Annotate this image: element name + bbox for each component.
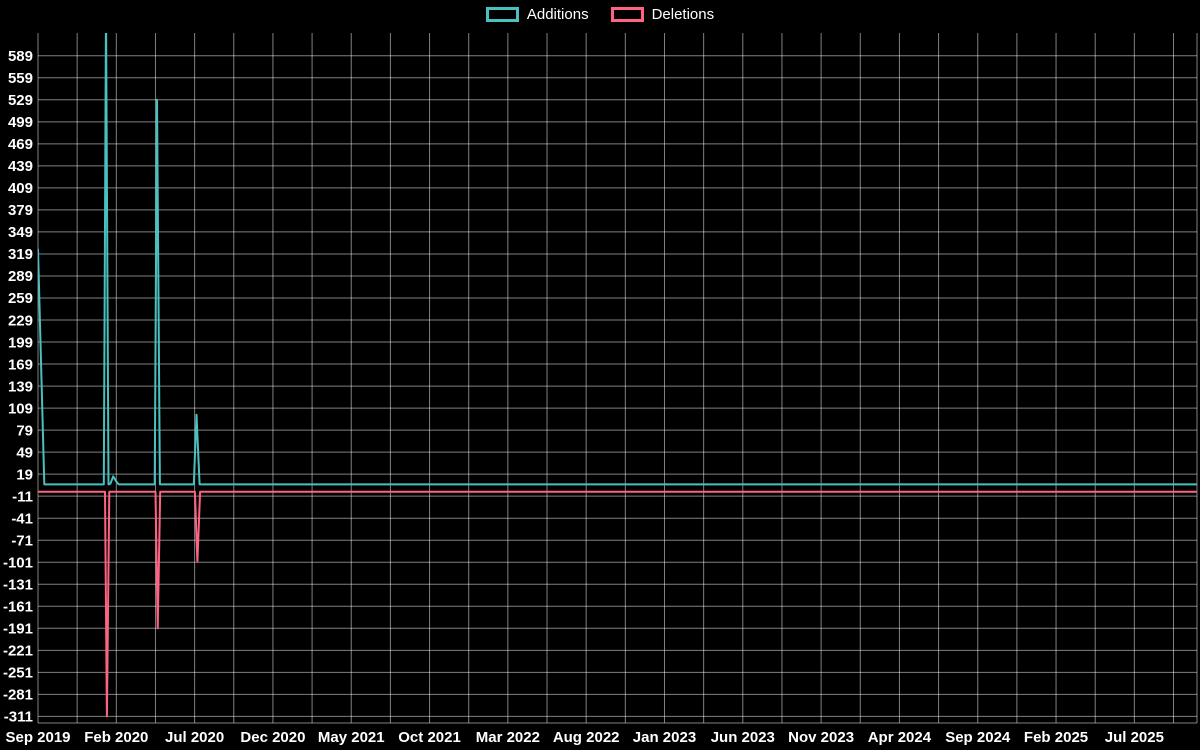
x-tick-label: Feb 2020 [84,729,148,746]
y-tick-label: 469 [8,136,33,153]
x-tick-label: Aug 2022 [553,729,620,746]
y-tick-label: -251 [3,665,33,682]
y-tick-label: -41 [11,510,33,527]
x-tick-label: Mar 2022 [476,729,540,746]
y-tick-label: 319 [8,246,33,263]
x-tick-label: Jan 2023 [633,729,696,746]
legend-item-deletions[interactable]: Deletions [610,6,715,23]
y-tick-label: -131 [3,577,33,594]
y-tick-label: 109 [8,400,33,417]
y-tick-label: 169 [8,356,33,373]
legend-additions-label: Additions [526,6,589,23]
x-tick-label: Nov 2023 [788,729,854,746]
x-tick-label: May 2021 [318,729,385,746]
x-tick-label: Jul 2025 [1105,729,1164,746]
additions-swatch-icon [485,7,519,22]
x-tick-label: Apr 2024 [868,729,932,746]
series-deletions-line [38,490,1197,718]
x-tick-label: Jul 2020 [165,729,224,746]
y-tick-label: 289 [8,268,33,285]
y-tick-label: 439 [8,158,33,175]
y-tick-label: 349 [8,224,33,241]
x-axis-labels: Sep 2019 Feb 2020 Jul 2020 Dec 2020 May 2021… [5,729,1163,746]
x-tick-label: Feb 2025 [1024,729,1088,746]
y-tick-label: 589 [8,48,33,65]
y-tick-label: -191 [3,621,33,638]
y-axis-labels: 589 559 529 499 469 439 409 379 349 319 289 259 229 1… [3,48,33,726]
x-tick-label: Jun 2023 [711,729,775,746]
y-tick-label: -281 [3,687,33,704]
x-tick-label: Sep 2019 [5,729,70,746]
y-tick-label: 229 [8,312,33,329]
y-tick-label: 379 [8,202,33,219]
y-tick-label: 19 [16,466,33,483]
y-tick-label: 199 [8,334,33,351]
y-tick-label: 559 [8,70,33,87]
series-additions-line [38,33,1197,486]
y-tick-label: -101 [3,554,33,571]
y-tick-label: -221 [3,643,33,660]
legend-deletions-label: Deletions [651,6,715,23]
y-tick-label: 409 [8,180,33,197]
y-tick-label: 79 [16,422,33,439]
y-tick-label: -71 [11,532,33,549]
y-tick-label: 529 [8,92,33,109]
x-tick-label: Dec 2020 [240,729,305,746]
y-tick-label: -161 [3,599,33,616]
y-tick-label: 499 [8,114,33,131]
y-tick-label: -11 [12,488,33,505]
grid-lines [37,33,1198,724]
y-tick-label: 49 [16,444,33,461]
legend-item-additions[interactable]: Additions [485,6,589,23]
deletions-swatch-icon [610,7,644,22]
chart-legend: Additions Deletions [0,6,1200,23]
y-tick-label: 139 [8,378,33,395]
y-tick-label: -311 [4,709,33,726]
x-tick-label: Oct 2021 [398,729,461,746]
x-tick-label: Sep 2024 [945,729,1011,746]
y-tick-label: 259 [8,290,33,307]
